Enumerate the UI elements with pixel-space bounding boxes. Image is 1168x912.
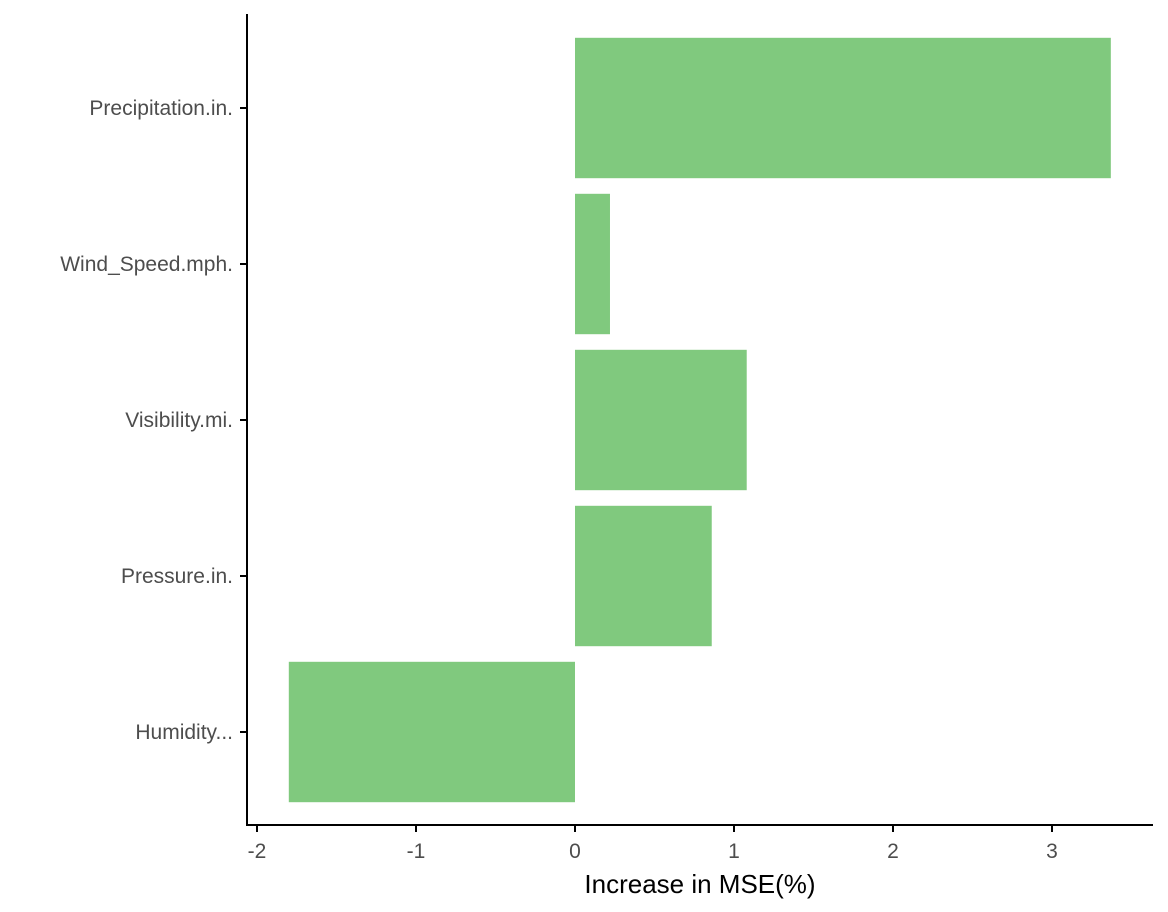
- x-tick-label: 3: [1046, 840, 1058, 863]
- bars: [288, 37, 1111, 803]
- bar-humidity: [288, 661, 575, 803]
- x-tick-label: -2: [248, 840, 267, 863]
- y-tick-label: Wind_Speed.mph.: [60, 253, 233, 276]
- x-tick-label: 0: [569, 840, 581, 863]
- y-tick-label: Pressure.in.: [121, 565, 233, 588]
- x-tick-label: 2: [887, 840, 899, 863]
- x-axis-title: Increase in MSE(%): [584, 869, 815, 899]
- x-tick-label: 1: [728, 840, 740, 863]
- x-ticks: -2 -1 0 1 2 3: [248, 825, 1058, 863]
- bar-wind-speed-mph: [575, 193, 610, 335]
- y-ticks: Precipitation.in. Wind_Speed.mph. Visibili…: [60, 97, 247, 744]
- x-tick-label: -1: [407, 840, 426, 863]
- bar-visibility-mi: [575, 349, 747, 491]
- y-tick-label: Precipitation.in.: [89, 97, 233, 120]
- bar-precipitation-in: [575, 37, 1111, 179]
- bar-pressure-in: [575, 505, 712, 647]
- y-tick-label: Visibility.mi.: [125, 409, 233, 432]
- y-tick-label: Humidity...: [135, 721, 233, 744]
